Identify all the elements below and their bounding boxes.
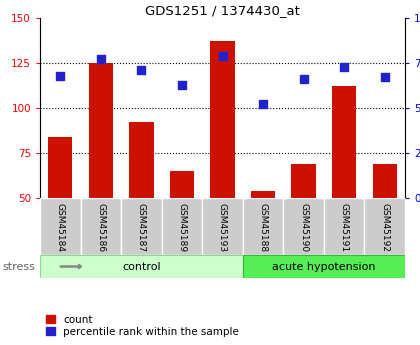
Bar [332, 86, 356, 198]
Text: GSM45187: GSM45187 [137, 203, 146, 252]
Point [57, 73, 64, 78]
Point [138, 67, 145, 73]
Bar [40, 255, 243, 278]
Bar [324, 198, 365, 255]
Text: GSM45184: GSM45184 [56, 203, 65, 252]
Bar [48, 137, 72, 198]
Text: GSM45191: GSM45191 [340, 203, 349, 252]
Text: GSM45186: GSM45186 [96, 203, 105, 252]
Point [97, 57, 104, 62]
Bar [40, 198, 81, 255]
Bar [210, 41, 235, 198]
Bar [162, 198, 202, 255]
Bar [251, 191, 275, 198]
Text: GSM45190: GSM45190 [299, 203, 308, 252]
Text: GSM45188: GSM45188 [259, 203, 268, 252]
Point [300, 77, 307, 82]
Bar [121, 198, 162, 255]
FancyArrow shape [60, 264, 82, 269]
Legend: count, percentile rank within the sample: count, percentile rank within the sample [45, 314, 240, 338]
Bar [89, 63, 113, 198]
Text: GSM45193: GSM45193 [218, 203, 227, 252]
Bar [284, 198, 324, 255]
Title: GDS1251 / 1374430_at: GDS1251 / 1374430_at [145, 4, 300, 17]
Point [341, 64, 347, 69]
Bar [243, 255, 405, 278]
Bar [373, 164, 397, 198]
Point [260, 102, 266, 107]
Text: GSM45192: GSM45192 [380, 203, 389, 252]
Text: stress: stress [2, 262, 35, 272]
Bar [81, 198, 121, 255]
Text: GSM45189: GSM45189 [177, 203, 186, 252]
Bar [202, 198, 243, 255]
Point [381, 75, 388, 80]
Point [178, 82, 185, 87]
Bar [291, 164, 316, 198]
Bar [243, 198, 284, 255]
Point [219, 53, 226, 59]
Bar [170, 171, 194, 198]
Bar [365, 198, 405, 255]
Text: acute hypotension: acute hypotension [272, 262, 375, 272]
Text: control: control [122, 262, 161, 272]
Bar [129, 122, 154, 198]
